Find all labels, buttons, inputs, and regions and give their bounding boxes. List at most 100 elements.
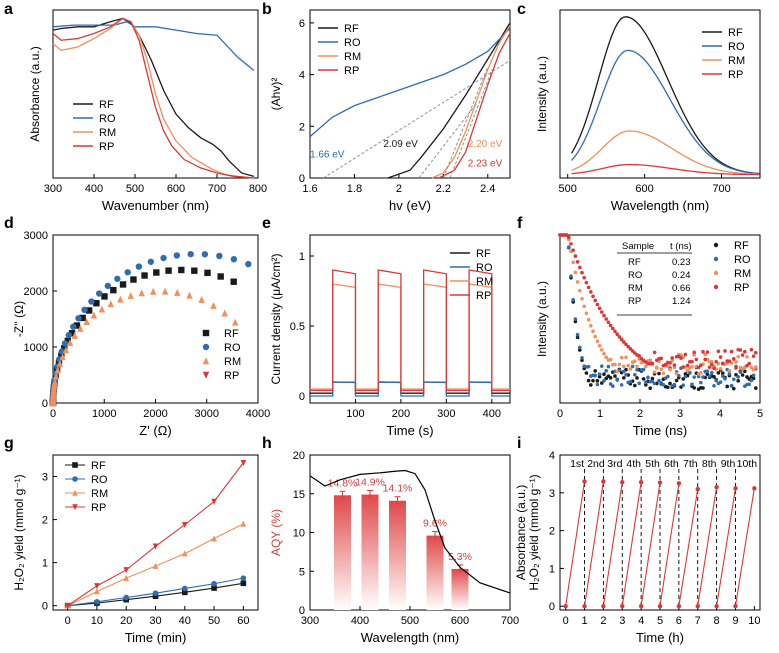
marker-RP xyxy=(747,361,751,366)
series-RP xyxy=(52,17,254,179)
marker-RO xyxy=(714,378,718,383)
x-tick-label: 60 xyxy=(237,615,249,627)
marker-RO xyxy=(81,306,88,314)
panel-letter: i xyxy=(517,435,521,452)
marker-RP xyxy=(659,356,663,361)
marker-RP xyxy=(683,352,688,357)
legend-label: RO xyxy=(734,254,751,266)
marker-RM xyxy=(52,372,60,380)
marker-RP xyxy=(679,356,683,360)
marker-RO xyxy=(692,375,696,379)
marker-RP xyxy=(580,270,584,275)
x-tick-label: 500 xyxy=(126,183,144,195)
marker-RF xyxy=(721,371,725,376)
bandgap-annotation: 1.66 eV xyxy=(310,149,345,160)
x-tick-label: 3 xyxy=(677,408,683,420)
table-header: t (ns) xyxy=(670,241,692,252)
series-RM xyxy=(52,17,254,179)
marker-RO xyxy=(114,275,121,282)
marker-RO xyxy=(586,364,591,369)
x-tick-label: 700 xyxy=(501,615,519,627)
marker-RF xyxy=(712,375,716,379)
marker-RP xyxy=(749,347,754,352)
cycle-peak-point xyxy=(714,484,719,490)
marker-RF xyxy=(650,376,655,381)
x-tick-label: 4 xyxy=(638,615,644,627)
series-RO xyxy=(310,381,510,397)
marker-RF xyxy=(61,345,68,352)
marker-RP xyxy=(591,294,595,299)
cycle-label: 3rd xyxy=(607,458,622,470)
marker-RF xyxy=(101,293,108,300)
marker-RM xyxy=(186,291,193,299)
marker-RM xyxy=(90,311,98,319)
x-tick-label: 600 xyxy=(635,183,653,195)
marker-RF xyxy=(633,383,637,388)
x-tick-label: 2.2 xyxy=(436,183,451,195)
marker-RP xyxy=(718,355,723,359)
marker-RM xyxy=(582,304,586,309)
marker-RF xyxy=(622,376,626,380)
y-tick-label: 2 xyxy=(42,515,48,527)
marker-RP xyxy=(690,359,694,364)
marker-RM xyxy=(661,371,666,376)
x-tick-label: 3000 xyxy=(195,408,219,420)
marker-RO xyxy=(88,298,95,305)
legend-label: RO xyxy=(344,37,361,49)
marker-RM xyxy=(633,359,637,363)
marker-RM xyxy=(117,295,124,303)
marker-RP xyxy=(608,323,613,328)
marker-RF xyxy=(165,267,172,274)
marker-RM xyxy=(59,353,66,361)
y-axis-label: H₂O₂ yield (mmol g⁻¹) xyxy=(527,474,541,590)
legend-marker xyxy=(713,242,719,248)
marker-RO xyxy=(611,384,615,388)
y-tick-label: 1 xyxy=(299,251,305,263)
series-RM xyxy=(431,25,511,179)
x-axis-label: Wavelength (nm) xyxy=(361,630,460,645)
x-axis-label: Wavelength (nm) xyxy=(611,198,710,213)
marker-RP xyxy=(705,350,710,354)
marker-RP xyxy=(699,363,703,368)
cycle-label: 10th xyxy=(737,458,758,470)
x-tick-label: 7 xyxy=(695,615,701,627)
marker-RP xyxy=(575,260,580,264)
legend-label: RF xyxy=(91,460,106,472)
marker-RM xyxy=(571,260,575,265)
series-RF xyxy=(52,17,255,177)
x-tick-label: 20 xyxy=(120,615,132,627)
legend-label: RM xyxy=(91,488,108,500)
marker-RM xyxy=(624,355,628,360)
marker-RM xyxy=(198,296,205,303)
x-tick-label: 5 xyxy=(657,615,663,627)
marker-RM xyxy=(604,355,608,360)
marker-RO xyxy=(666,374,670,379)
marker-RF xyxy=(178,266,185,274)
legend-label: RO xyxy=(728,41,745,53)
x-tick-label: 400 xyxy=(85,183,103,195)
marker-RO xyxy=(633,372,637,377)
marker-RP xyxy=(617,335,622,339)
cycle-start-point xyxy=(714,604,719,609)
marker-RM xyxy=(635,364,639,369)
x-tick-label: 300 xyxy=(44,183,62,195)
marker-RO xyxy=(736,375,740,379)
legend-label: RP xyxy=(224,370,239,382)
marker-RP xyxy=(584,280,589,285)
marker-RP xyxy=(582,275,586,280)
series-RP xyxy=(571,163,760,176)
marker-RF xyxy=(666,385,670,390)
marker-RO xyxy=(95,290,103,297)
y-tick-label: 1 xyxy=(549,563,555,575)
marker-RM xyxy=(584,311,589,316)
marker-RF xyxy=(573,319,578,324)
y-tick-label: 4 xyxy=(299,70,305,82)
panel-letter: e xyxy=(262,215,271,232)
panel-d: 0 1000 2000 3000 4000 0 1000 2000 3000 Z' (Ω) -Z''… xyxy=(4,215,270,438)
marker-RO xyxy=(160,254,167,262)
marker-RM xyxy=(161,287,169,295)
marker-RO xyxy=(672,382,677,387)
panel-letter: d xyxy=(4,215,14,232)
marker-RP xyxy=(597,306,602,311)
marker-RP xyxy=(611,326,615,331)
